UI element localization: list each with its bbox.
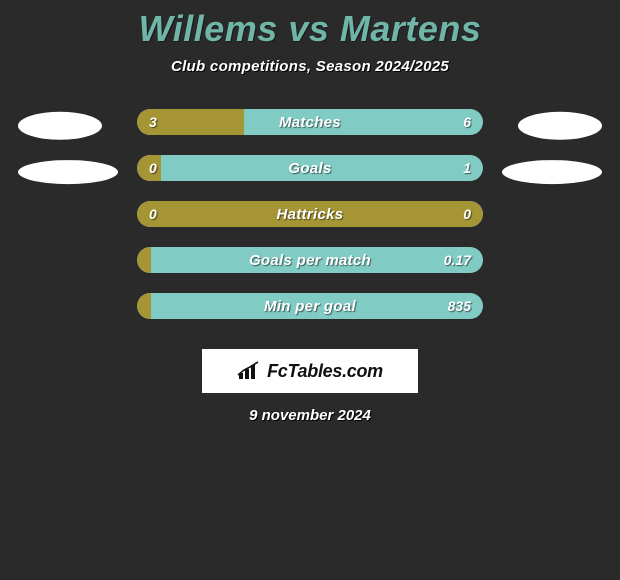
- vs-separator: vs: [288, 8, 329, 49]
- logo-text: FcTables.com: [267, 361, 383, 382]
- logo-box: FcTables.com: [202, 349, 418, 393]
- player1-name: Willems: [139, 8, 278, 49]
- date-text: 9 november 2024: [0, 407, 620, 424]
- stat-bar-track: 01Goals: [137, 155, 483, 181]
- stat-row: 36Matches: [0, 105, 620, 151]
- stat-bar-track: 00Hattricks: [137, 201, 483, 227]
- avatar-right: [518, 112, 602, 140]
- stat-label: Min per goal: [137, 293, 483, 319]
- stat-bar-track: 0.17Goals per match: [137, 247, 483, 273]
- page-title: Willems vs Martens: [0, 0, 620, 50]
- stat-bar-track: 835Min per goal: [137, 293, 483, 319]
- stat-row: 00Hattricks: [0, 197, 620, 243]
- player2-name: Martens: [340, 8, 482, 49]
- stat-label: Matches: [137, 109, 483, 135]
- avatar-left: [18, 112, 102, 140]
- stat-label: Goals per match: [137, 247, 483, 273]
- stat-bar-track: 36Matches: [137, 109, 483, 135]
- stat-label: Hattricks: [137, 201, 483, 227]
- subtitle: Club competitions, Season 2024/2025: [0, 58, 620, 75]
- avatar-right: [502, 160, 602, 184]
- bar-chart-icon: [237, 361, 263, 381]
- stat-rows-container: 36Matches 01Goals 00Hattricks 0.17Goals per…: [0, 105, 620, 335]
- logo-inner: FcTables.com: [237, 361, 383, 382]
- stat-row: 0.17Goals per match: [0, 243, 620, 289]
- stat-row: 01Goals: [0, 151, 620, 197]
- stat-row: 835Min per goal: [0, 289, 620, 335]
- avatar-left: [18, 160, 118, 184]
- stat-label: Goals: [137, 155, 483, 181]
